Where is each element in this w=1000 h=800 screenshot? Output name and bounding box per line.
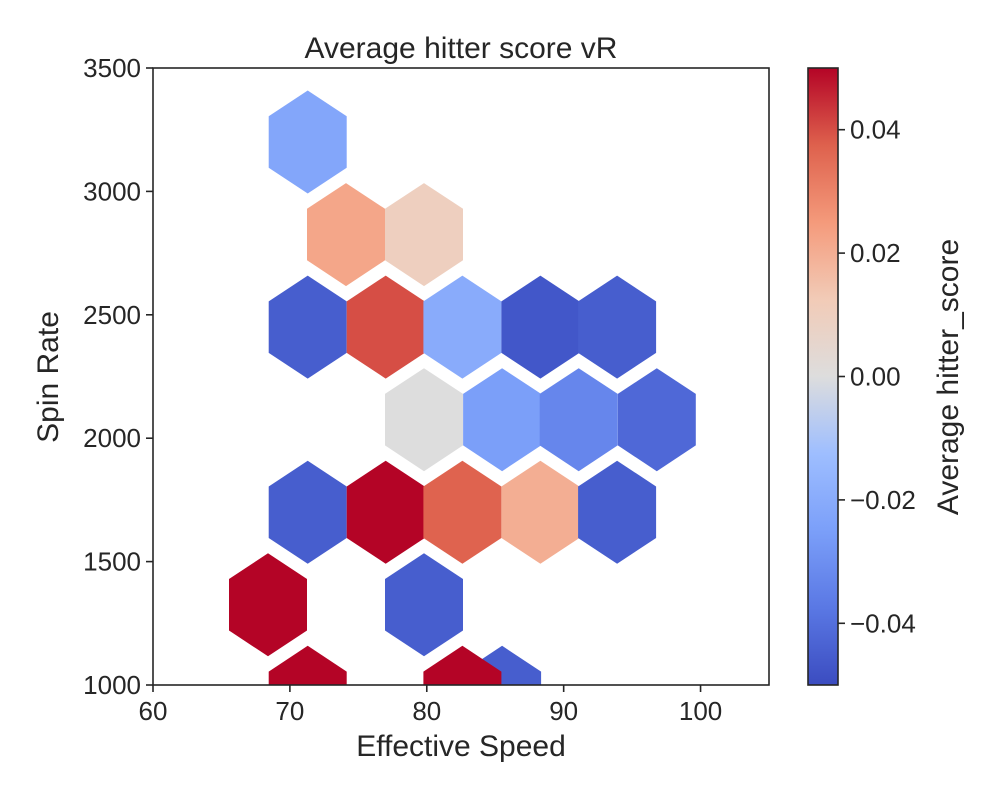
colorbar-label: Average hitter_score (932, 239, 965, 515)
x-tick-label: 80 (412, 696, 441, 726)
y-tick-label: 3500 (83, 53, 141, 83)
y-tick-label: 2000 (83, 423, 141, 453)
colorbar (808, 68, 838, 685)
x-tick-label: 90 (549, 696, 578, 726)
hex-cells (229, 90, 696, 685)
x-axis-label: Effective Speed (356, 730, 566, 763)
hex-cell (578, 275, 657, 379)
y-tick-label: 2500 (83, 300, 141, 330)
hex-cell (539, 368, 618, 472)
colorbar-tick-label: −0.02 (850, 485, 916, 515)
colorbar-tick-label: 0.00 (850, 362, 901, 392)
x-tick-label: 60 (139, 696, 168, 726)
hex-cell (423, 645, 502, 685)
y-tick-label: 1000 (83, 670, 141, 700)
hex-cell (268, 90, 347, 194)
hex-cell (423, 275, 502, 379)
colorbar-tick-label: −0.04 (850, 608, 916, 638)
hex-cell (463, 368, 542, 472)
hex-cell (268, 460, 347, 564)
hex-cell (346, 460, 425, 564)
colorbar-tick-label: 0.02 (850, 238, 901, 268)
hex-cell (385, 368, 463, 472)
hex-cell (423, 460, 502, 564)
colorbar-ticks: −0.04 −0.02 0.00 0.02 0.04 (838, 115, 916, 638)
hex-cell (578, 460, 657, 564)
hex-cell (385, 553, 463, 657)
hex-cell (307, 183, 385, 287)
hex-cell (501, 275, 580, 379)
hex-cell (268, 645, 347, 685)
hex-cell (346, 275, 425, 379)
hex-cell (268, 275, 347, 379)
x-tick-label: 100 (679, 696, 722, 726)
y-tick-label: 1500 (83, 547, 141, 577)
plot-frame (152, 67, 770, 686)
y-axis-label: Spin Rate (32, 311, 65, 443)
x-axis-ticks: 60 70 80 90 100 (139, 685, 722, 726)
hex-cell (617, 368, 696, 472)
hex-cell (501, 460, 580, 564)
hex-cell (229, 553, 307, 657)
x-tick-label: 70 (275, 696, 304, 726)
hex-cell (385, 183, 463, 287)
colorbar-tick-label: 0.04 (850, 115, 901, 145)
chart-title: Average hitter score vR (305, 32, 618, 65)
y-axis-ticks: 1000 1500 2000 2500 3000 3500 (83, 53, 153, 700)
y-tick-label: 3000 (83, 176, 141, 206)
